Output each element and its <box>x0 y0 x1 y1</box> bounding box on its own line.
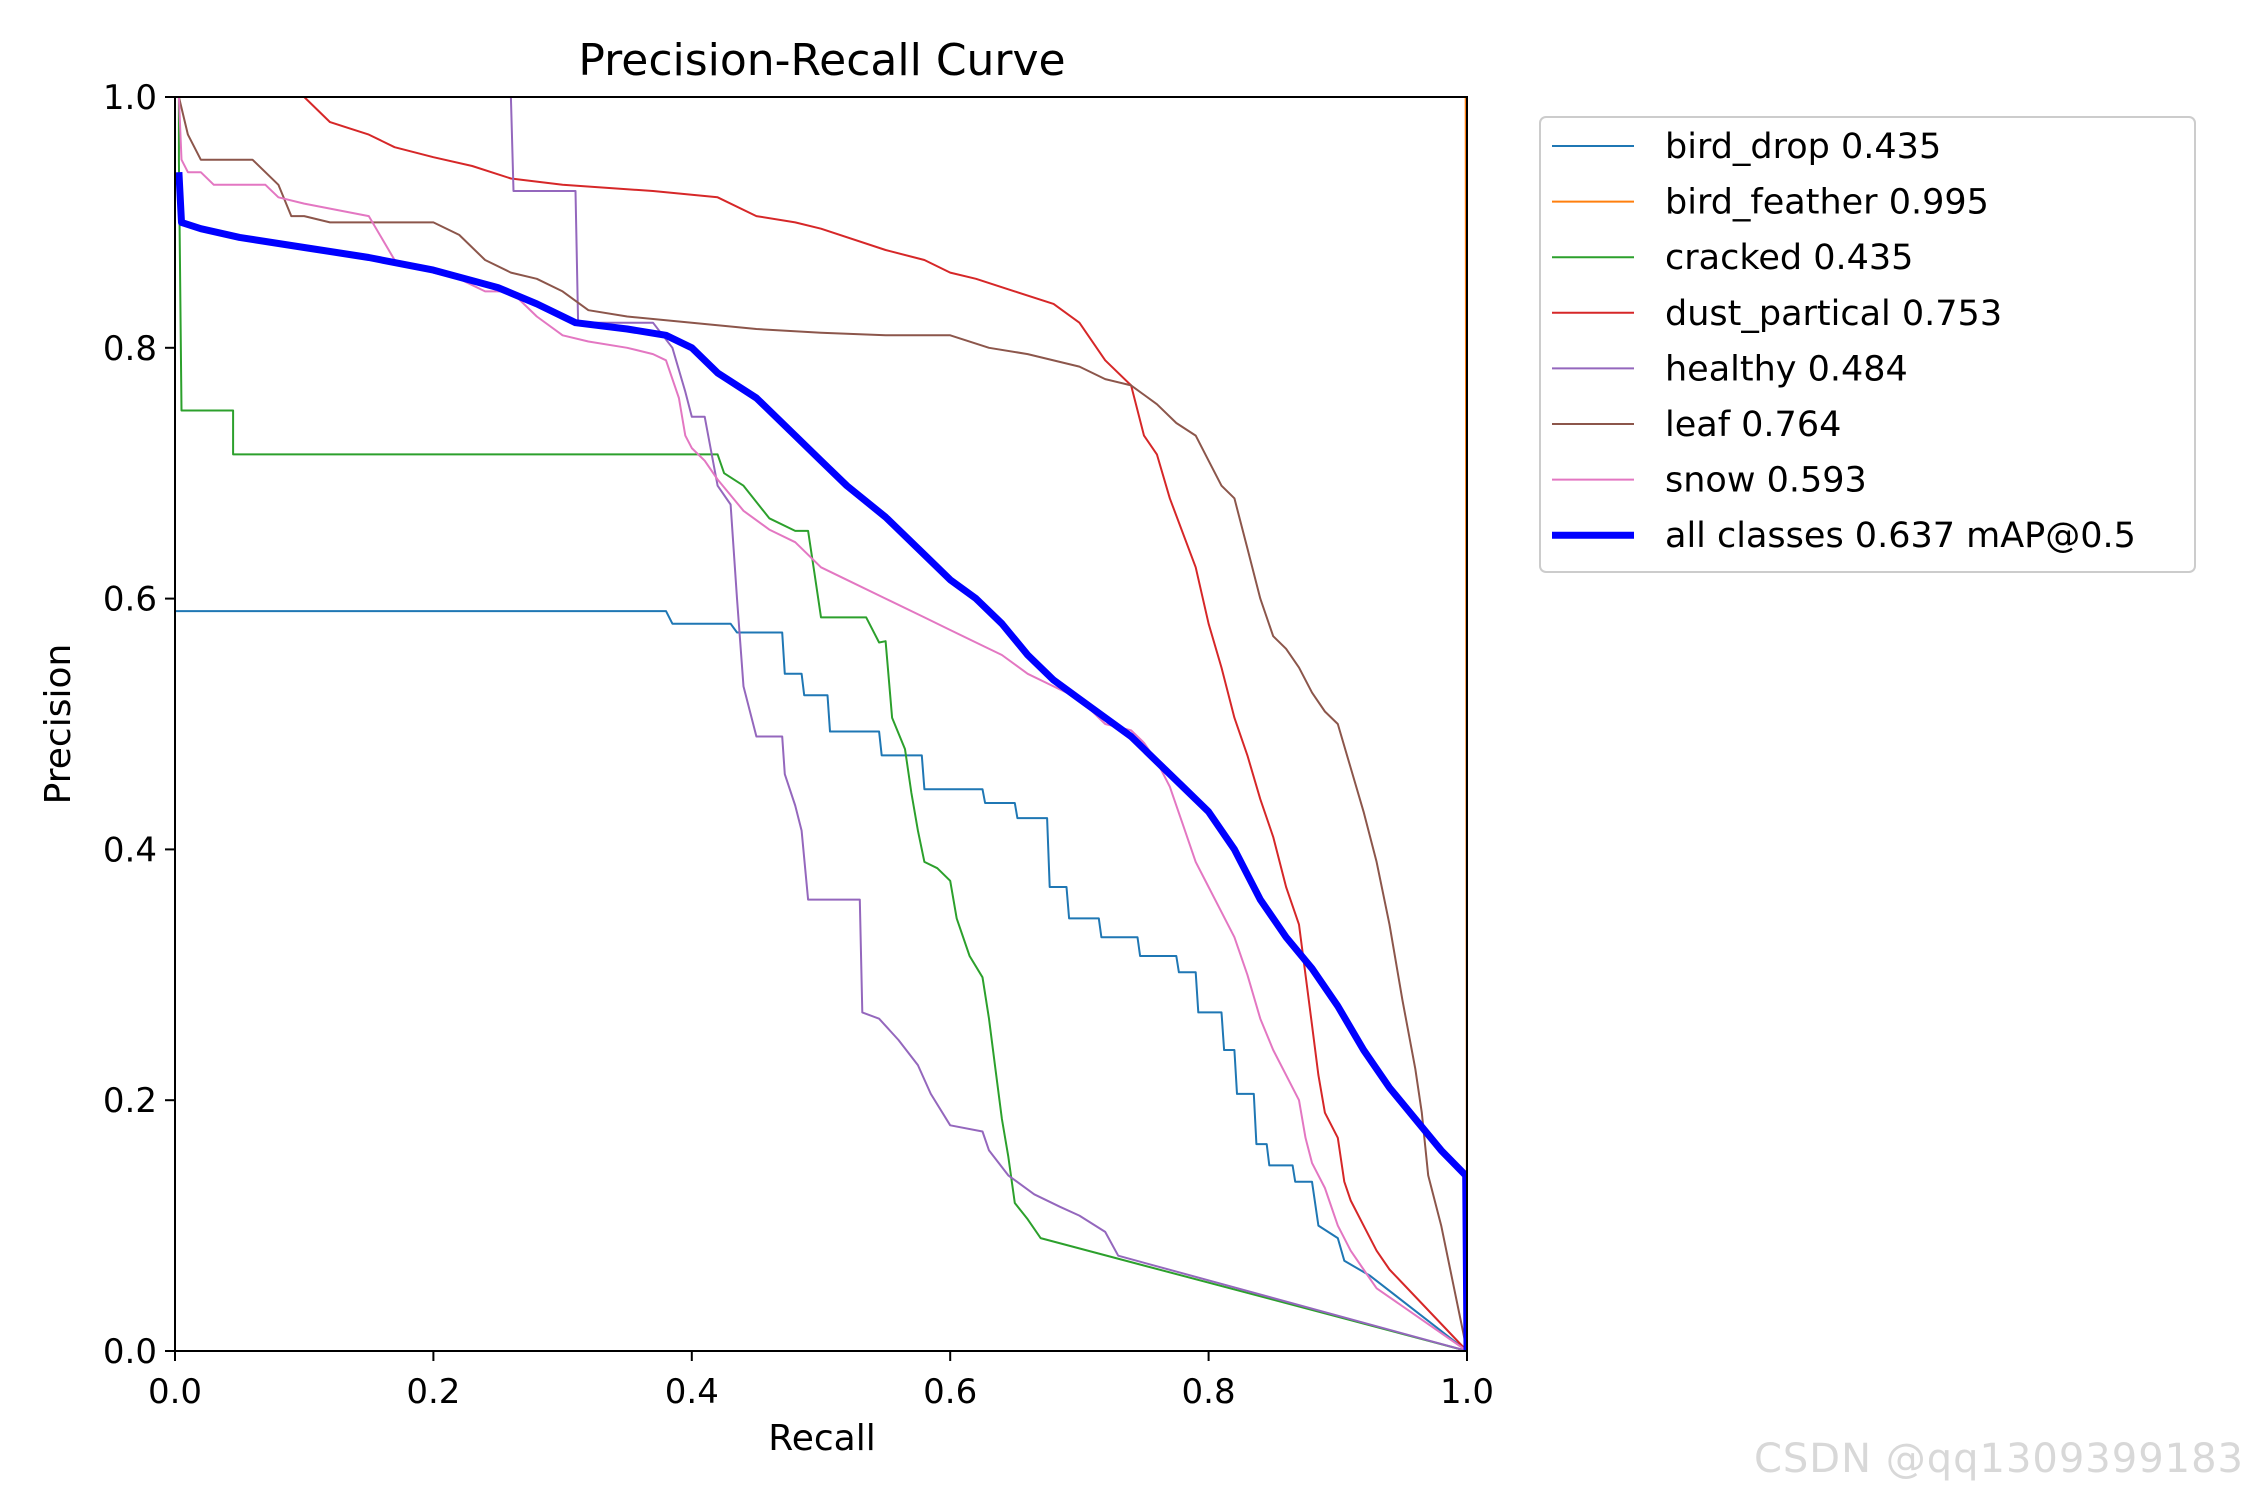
legend-label-bird-drop: bird_drop 0.435 <box>1665 127 1941 167</box>
series-line-bird-feather <box>175 96 1468 1352</box>
axis-ticks: 0.0 0.2 0.4 0.6 0.8 1.0 0.0 0.2 0.4 0.6 0.8 1.0 <box>103 78 1494 1412</box>
legend-box <box>1539 116 2196 573</box>
x-tick-label: 1.0 <box>1440 1372 1494 1412</box>
series-line-healthy <box>509 96 1468 1352</box>
x-tick-label: 0.6 <box>923 1372 977 1412</box>
series-line-leaf <box>177 96 1468 1352</box>
legend-label-snow: snow 0.593 <box>1665 461 1867 501</box>
y-tick-label: 1.0 <box>103 78 157 118</box>
x-axis-label: Recall <box>768 1418 875 1459</box>
series-line-dust-partical <box>178 96 1468 1352</box>
legend-label-dust-partical: dust_partical 0.753 <box>1665 294 2002 334</box>
y-tick-label: 0.0 <box>103 1332 157 1372</box>
series-line-bird-drop <box>175 610 1468 1352</box>
x-tick-label: 0.0 <box>148 1372 202 1412</box>
watermark: CSDN @qq1309399183 <box>1753 1436 2244 1482</box>
y-axis-label: Precision <box>38 644 79 805</box>
legend: bird_drop 0.435 bird_feather 0.995 cracked… <box>1539 116 2196 573</box>
legend-label-leaf: leaf 0.764 <box>1665 405 1841 445</box>
legend-label-healthy: healthy 0.484 <box>1665 349 1908 389</box>
y-tick-label: 0.8 <box>103 329 157 369</box>
y-tick-label: 0.4 <box>103 830 157 870</box>
x-tick-label: 0.8 <box>1182 1372 1236 1412</box>
legend-label-all-classes: all classes 0.637 mAP@0.5 <box>1665 516 2136 556</box>
y-tick-label: 0.6 <box>103 580 157 620</box>
series-lines <box>175 96 1468 1352</box>
x-tick-label: 0.2 <box>406 1372 460 1412</box>
series-line-snow <box>177 96 1468 1352</box>
y-tick-label: 0.2 <box>103 1081 157 1121</box>
chart-title: Precision-Recall Curve <box>578 35 1065 86</box>
x-tick-label: 0.4 <box>665 1372 719 1412</box>
legend-label-bird-feather: bird_feather 0.995 <box>1665 183 1989 223</box>
series-line-all-classes <box>175 172 1468 1352</box>
series-line-cracked <box>177 97 1468 1352</box>
plot-frame <box>174 96 1468 1352</box>
legend-label-cracked: cracked 0.435 <box>1665 238 1913 278</box>
